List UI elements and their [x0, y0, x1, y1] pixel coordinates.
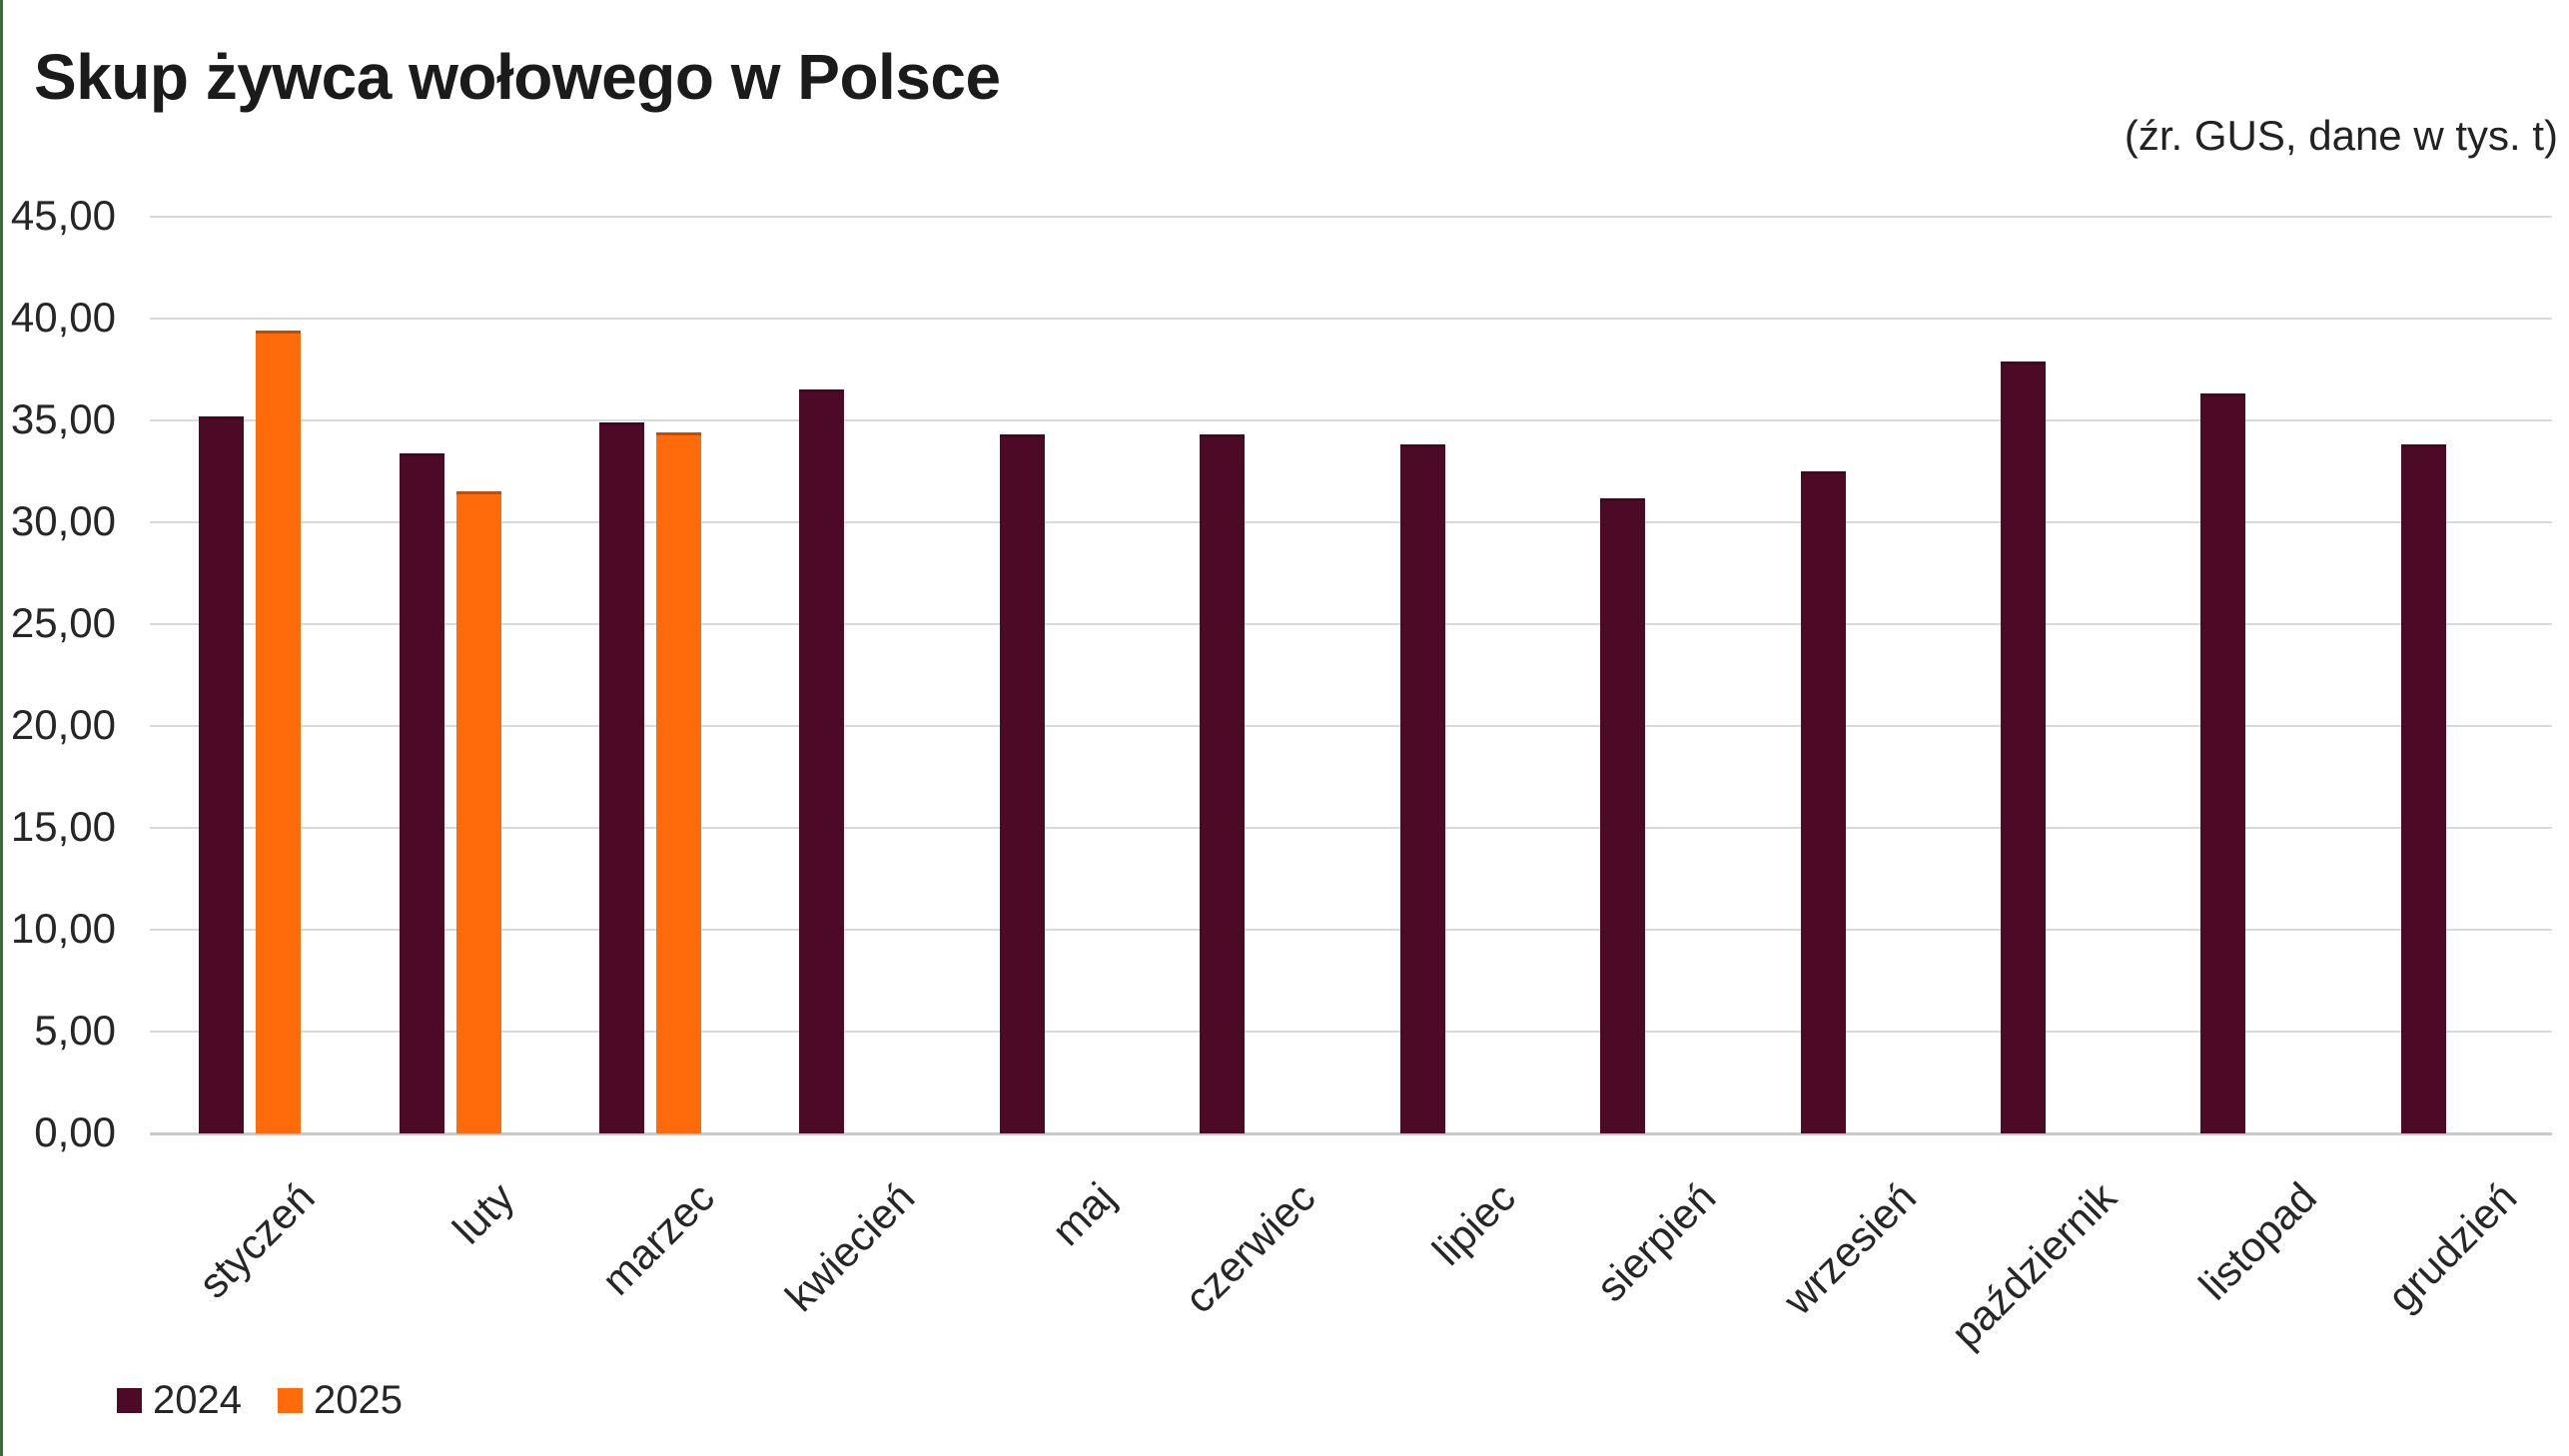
bar-2024-listopad — [2200, 393, 2246, 1133]
bar-2025-marzec — [656, 432, 702, 1133]
bar-2024-marzec — [599, 422, 645, 1133]
x-tick-label-luty: luty — [443, 1173, 523, 1253]
x-tick-label-marzec: marzec — [592, 1173, 724, 1304]
chart-source-note: (źr. GUS, dane w tys. t) — [2124, 112, 2558, 159]
gridline-10 — [150, 929, 2552, 931]
plot-area — [150, 216, 2552, 1135]
bar-2024-czerwiec — [1200, 434, 1246, 1133]
y-tick-label: 10,00 — [10, 905, 116, 952]
x-tick-label-maj: maj — [1043, 1173, 1125, 1255]
y-tick-label: 20,00 — [10, 701, 116, 748]
bar-2024-kwiecień — [799, 389, 845, 1133]
x-tick-label-kwiecień: kwiecień — [776, 1173, 924, 1321]
x-tick-label-czerwiec: czerwiec — [1175, 1173, 1324, 1322]
bar-2024-wrzesień — [1800, 471, 1846, 1133]
legend: 2024 2025 — [117, 1380, 403, 1420]
x-tick-label-listopad: listopad — [2189, 1173, 2325, 1309]
x-tick-label-grudzień: grudzień — [2377, 1173, 2526, 1321]
window-edge-strip — [0, 0, 3, 1456]
gridline-5 — [150, 1031, 2552, 1033]
legend-item-2025: 2025 — [277, 1378, 403, 1422]
y-tick-label: 45,00 — [10, 192, 116, 239]
x-tick-label-styczeń: styczeń — [189, 1173, 324, 1307]
bar-2024-grudzień — [2400, 444, 2446, 1133]
bar-2024-lipiec — [1399, 444, 1445, 1133]
bar-2024-sierpień — [1600, 497, 1646, 1133]
y-tick-label: 40,00 — [10, 294, 116, 341]
y-tick-label: 25,00 — [10, 599, 116, 646]
x-tick-label-lipiec: lipiec — [1423, 1173, 1524, 1274]
gridline-35 — [150, 419, 2552, 421]
chart-title: Skup żywca wołowego w Polsce — [34, 41, 1001, 113]
bar-2024-październik — [2000, 361, 2046, 1133]
bar-2024-luty — [399, 452, 444, 1133]
bar-2024-styczeń — [199, 415, 245, 1133]
legend-label-2025: 2025 — [313, 1378, 403, 1422]
legend-swatch-2025 — [277, 1387, 303, 1413]
gridline-25 — [150, 623, 2552, 625]
legend-label-2024: 2024 — [153, 1378, 242, 1422]
legend-item-2024: 2024 — [117, 1380, 242, 1420]
y-tick-label: 15,00 — [10, 803, 116, 850]
x-tick-label-wrzesień: wrzesień — [1774, 1173, 1925, 1324]
bar-2025-luty — [455, 491, 501, 1133]
y-tick-label: 35,00 — [10, 395, 116, 442]
x-tick-label-sierpień: sierpień — [1587, 1173, 1725, 1311]
x-tick-label-październik: październik — [1941, 1173, 2126, 1357]
gridline-20 — [150, 725, 2552, 727]
y-tick-label: 30,00 — [10, 497, 116, 544]
gridline-0 — [150, 1132, 2552, 1135]
y-tick-label: 5,00 — [34, 1007, 116, 1054]
gridline-15 — [150, 827, 2552, 829]
gridline-45 — [150, 216, 2552, 219]
bar-2024-maj — [999, 434, 1045, 1133]
gridline-40 — [150, 318, 2552, 320]
legend-swatch-2024 — [117, 1387, 142, 1413]
gridline-30 — [150, 521, 2552, 523]
bar-2025-styczeń — [256, 331, 302, 1133]
y-tick-label: 0,00 — [34, 1108, 116, 1155]
